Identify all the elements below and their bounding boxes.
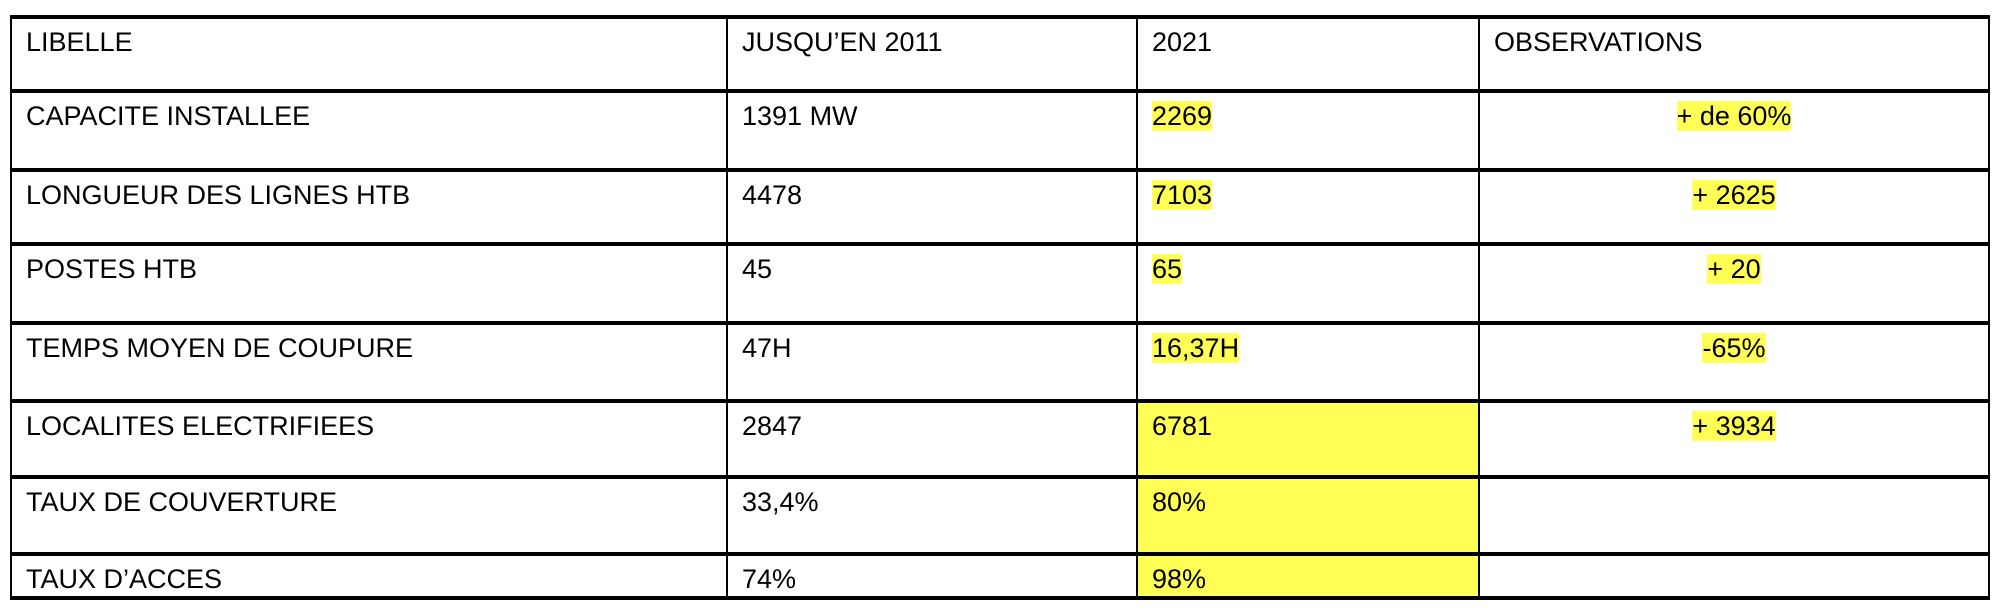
table-cell: 4478	[726, 168, 1138, 246]
table-cell: 98%	[1136, 552, 1480, 600]
table-cell: CAPACITE INSTALLEE	[10, 89, 728, 172]
table-cell	[1478, 475, 1990, 556]
table-row: LOCALITES ELECTRIFIEES 2847 6781 + 3934	[10, 399, 1990, 479]
table-cell: 2269	[1136, 89, 1480, 172]
highlighted-text: 16,37H	[1152, 333, 1240, 363]
table-row: LONGUEUR DES LIGNES HTB 4478 7103 + 2625	[10, 168, 1990, 246]
header-cell: LIBELLE	[10, 15, 728, 93]
highlighted-text: + 20	[1707, 254, 1761, 284]
header-row: LIBELLE JUSQU’EN 2011 2021 OBSERVATIONS	[10, 15, 1990, 93]
table-cell: TAUX D’ACCES	[10, 552, 728, 600]
table-row: TAUX DE COUVERTURE 33,4% 80%	[10, 475, 1990, 556]
table-cell: 16,37H	[1136, 321, 1480, 403]
header-cell: JUSQU’EN 2011	[726, 15, 1138, 93]
table-row: TEMPS MOYEN DE COUPURE 47H 16,37H -65%	[10, 321, 1990, 403]
highlighted-text: + 3934	[1692, 411, 1776, 441]
table-cell: + de 60%	[1478, 89, 1990, 172]
table-cell	[1478, 552, 1990, 600]
table-cell: TAUX DE COUVERTURE	[10, 475, 728, 556]
highlighted-text: 7103	[1152, 180, 1213, 210]
data-table: LIBELLE JUSQU’EN 2011 2021 OBSERVATIONS CAPA…	[10, 15, 1990, 600]
table-body: LIBELLE JUSQU’EN 2011 2021 OBSERVATIONS CAPA…	[10, 15, 1990, 600]
highlighted-text: 2269	[1152, 101, 1213, 131]
table-cell: + 20	[1478, 242, 1990, 325]
highlighted-text: 65	[1152, 254, 1183, 284]
table-row: POSTES HTB 45 65 + 20	[10, 242, 1990, 325]
table-cell: POSTES HTB	[10, 242, 728, 325]
table-cell: + 3934	[1478, 399, 1990, 479]
table-cell: TEMPS MOYEN DE COUPURE	[10, 321, 728, 403]
table-cell: 80%	[1136, 475, 1480, 556]
highlighted-text: + de 60%	[1676, 101, 1792, 131]
table-cell: 45	[726, 242, 1138, 325]
table-cell: + 2625	[1478, 168, 1990, 246]
table-cell: 6781	[1136, 399, 1480, 479]
table-cell: 74%	[726, 552, 1138, 600]
table-cell: 1391 MW	[726, 89, 1138, 172]
table-row: TAUX D’ACCES 74% 98%	[10, 552, 1990, 600]
header-cell: 2021	[1136, 15, 1480, 93]
table-cell: LONGUEUR DES LIGNES HTB	[10, 168, 728, 246]
table-cell: 2847	[726, 399, 1138, 479]
table-cell: 7103	[1136, 168, 1480, 246]
table-cell: 65	[1136, 242, 1480, 325]
highlighted-text: + 2625	[1692, 180, 1776, 210]
header-cell: OBSERVATIONS	[1478, 15, 1990, 93]
table-cell: LOCALITES ELECTRIFIEES	[10, 399, 728, 479]
table-cell: 47H	[726, 321, 1138, 403]
table-row: CAPACITE INSTALLEE 1391 MW 2269 + de 60%	[10, 89, 1990, 172]
table-cell: -65%	[1478, 321, 1990, 403]
highlighted-text: -65%	[1702, 333, 1766, 363]
table-cell: 33,4%	[726, 475, 1138, 556]
